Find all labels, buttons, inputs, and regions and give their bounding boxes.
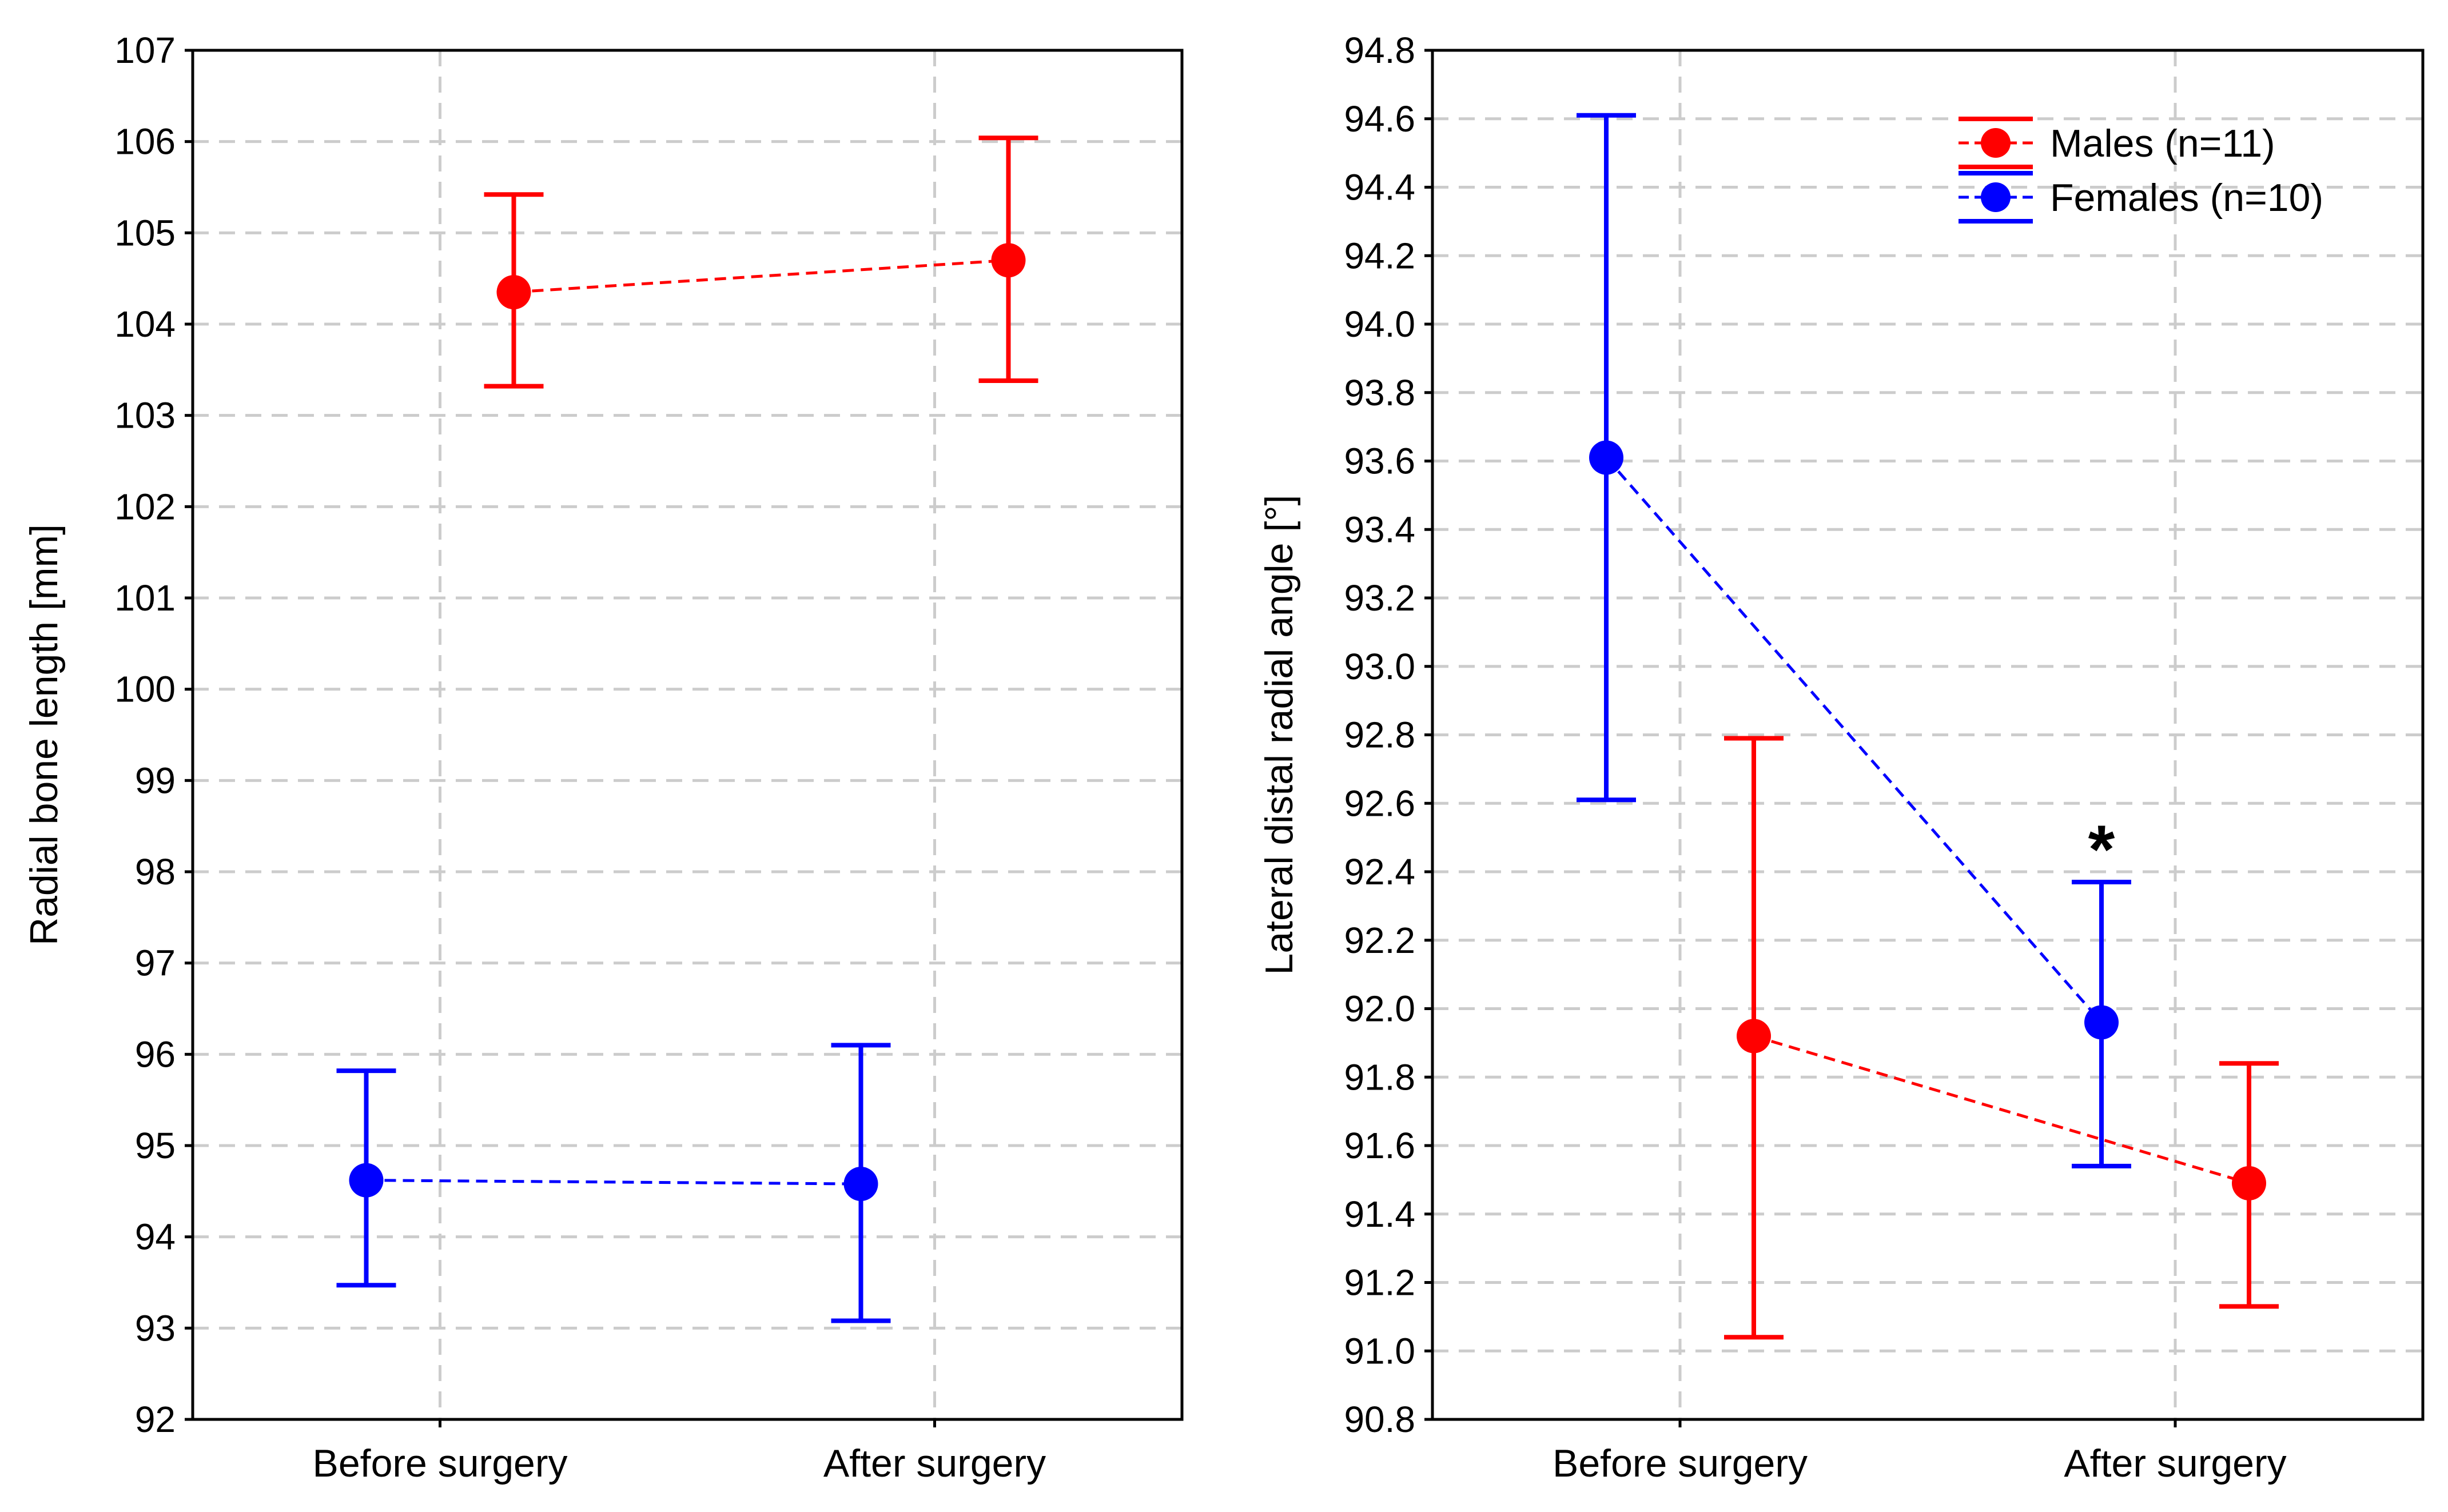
y-tick-label: 101 xyxy=(114,577,176,619)
legend-label: Males (n=11) xyxy=(2050,122,2275,165)
legend-swatch-marker xyxy=(1981,182,2011,212)
series-connecting-line xyxy=(1753,1035,2250,1185)
mean-marker xyxy=(496,275,531,310)
y-tick-label: 95 xyxy=(135,1125,176,1166)
y-tick-label: 92.0 xyxy=(1344,988,1415,1030)
y-tick-label: 92.4 xyxy=(1344,851,1415,892)
y-tick-label: 93.4 xyxy=(1344,509,1415,550)
y-tick-label: 93 xyxy=(135,1307,176,1349)
y-tick-label: 92.6 xyxy=(1344,783,1415,824)
y-tick-label: 104 xyxy=(114,304,176,345)
x-tick-label: After surgery xyxy=(2064,1442,2286,1485)
y-tick-label: 93.8 xyxy=(1344,372,1415,413)
plot-frame xyxy=(191,49,1184,1421)
mean-marker xyxy=(349,1163,384,1198)
series-connecting-line xyxy=(366,1179,861,1186)
series-males xyxy=(1724,736,2279,1340)
series-females xyxy=(1577,113,2131,1168)
mean-marker xyxy=(2232,1166,2266,1200)
series-males xyxy=(484,135,1038,389)
y-tick-label: 94 xyxy=(135,1216,176,1258)
legend-label: Females (n=10) xyxy=(2050,176,2323,220)
y-tick-label: 91.4 xyxy=(1344,1194,1415,1235)
y-tick-label: 97 xyxy=(135,943,176,984)
y-axis-label: Lateral distal radial angle [°] xyxy=(1257,495,1301,975)
series-connecting-line xyxy=(1605,456,2103,1024)
y-tick-label: 92.2 xyxy=(1344,920,1415,961)
y-tick-label: 93.6 xyxy=(1344,441,1415,482)
chart-panel-2: 90.8 91.0 91.2 91.4 91.6 91.8 92.0 92.2 92.4 92.6… xyxy=(1257,30,2425,1485)
y-tick-label: 102 xyxy=(114,486,176,527)
y-tick-label: 105 xyxy=(114,212,176,253)
y-tick-label: 91.0 xyxy=(1344,1330,1415,1371)
mean-marker xyxy=(1589,440,1623,475)
y-tick-label: 93.0 xyxy=(1344,646,1415,687)
y-tick-label: 100 xyxy=(114,669,176,710)
mean-marker xyxy=(1737,1019,1771,1054)
x-tick-label: Before surgery xyxy=(313,1442,568,1485)
y-tick-label: 90.8 xyxy=(1344,1399,1415,1440)
y-tick-label: 91.2 xyxy=(1344,1262,1415,1303)
y-tick-label: 94.8 xyxy=(1344,30,1415,71)
y-tick-label: 93.2 xyxy=(1344,577,1415,619)
y-tick-label: 92 xyxy=(135,1399,176,1440)
y-axis-label: Radial bone length [mm] xyxy=(22,524,66,946)
legend-swatch-marker xyxy=(1981,128,2011,158)
y-tick-label: 91.6 xyxy=(1344,1125,1415,1166)
y-tick-label: 94.0 xyxy=(1344,304,1415,345)
y-tick-label: 98 xyxy=(135,851,176,892)
y-tick-label: 91.8 xyxy=(1344,1056,1415,1098)
y-tick-label: 92.8 xyxy=(1344,715,1415,756)
legend: Males (n=11) Females (n=10) xyxy=(1959,117,2323,224)
mean-marker xyxy=(843,1167,878,1202)
y-tick-label: 96 xyxy=(135,1034,176,1075)
significance-asterisk: * xyxy=(2088,811,2115,888)
x-tick-label: Before surgery xyxy=(1553,1442,1808,1485)
y-tick-label: 107 xyxy=(114,30,176,71)
y-tick-label: 94.4 xyxy=(1344,167,1415,208)
y-tick-label: 94.6 xyxy=(1344,98,1415,139)
chart-panel-1: 92 93 94 95 96 97 98 99 100 101 102 103 104 105 106 107… xyxy=(22,30,1184,1485)
series-females xyxy=(336,1043,891,1323)
y-tick-label: 103 xyxy=(114,395,176,436)
series-connecting-line xyxy=(514,258,1009,294)
y-tick-label: 94.2 xyxy=(1344,235,1415,276)
x-tick-label: After surgery xyxy=(823,1442,1046,1485)
y-tick-label: 106 xyxy=(114,121,176,162)
mean-marker xyxy=(991,243,1026,278)
mean-marker xyxy=(2084,1005,2119,1040)
y-tick-label: 99 xyxy=(135,760,176,801)
